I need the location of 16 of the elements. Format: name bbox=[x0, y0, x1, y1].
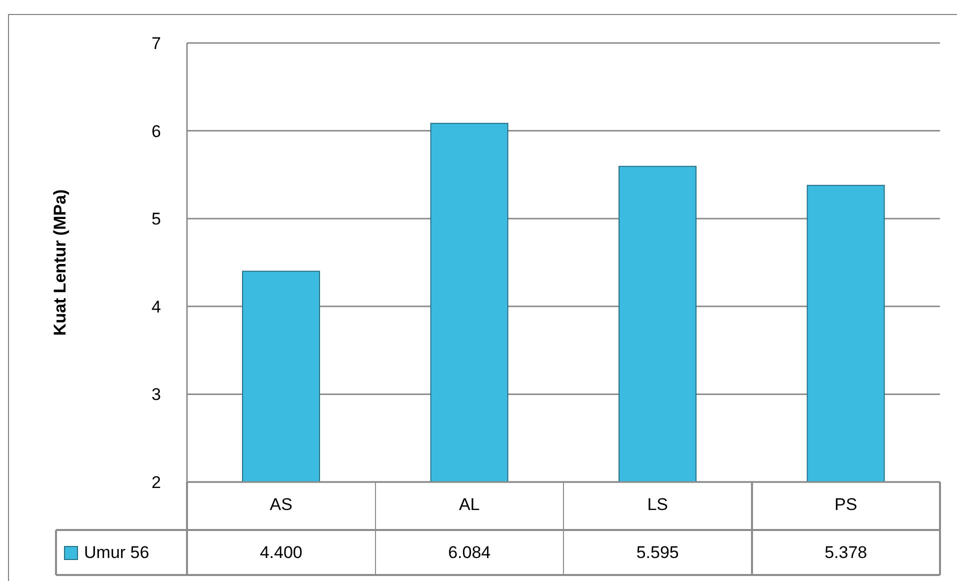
data-label: 5.595 bbox=[636, 542, 679, 562]
x-tick-label: AL bbox=[458, 495, 480, 514]
data-label: 5.378 bbox=[824, 542, 868, 562]
x-tick-label: AS bbox=[270, 495, 292, 514]
y-tick-label: 3 bbox=[152, 385, 161, 404]
y-tick-label: 7 bbox=[152, 34, 161, 54]
data-label: 6.084 bbox=[448, 542, 491, 562]
x-tick-label: LS bbox=[647, 495, 668, 514]
x-tick-label: PS bbox=[834, 495, 858, 514]
y-tick-label: 4 bbox=[152, 297, 161, 316]
y-tick-label: 6 bbox=[152, 122, 161, 141]
y-axis-title: Kuat Lentur (MPa) bbox=[50, 189, 70, 336]
y-tick-label: 5 bbox=[152, 210, 161, 229]
data-label: 4.400 bbox=[260, 542, 302, 562]
legend-label: Umur 56 bbox=[84, 542, 150, 562]
y-tick-label: 2 bbox=[152, 473, 161, 492]
